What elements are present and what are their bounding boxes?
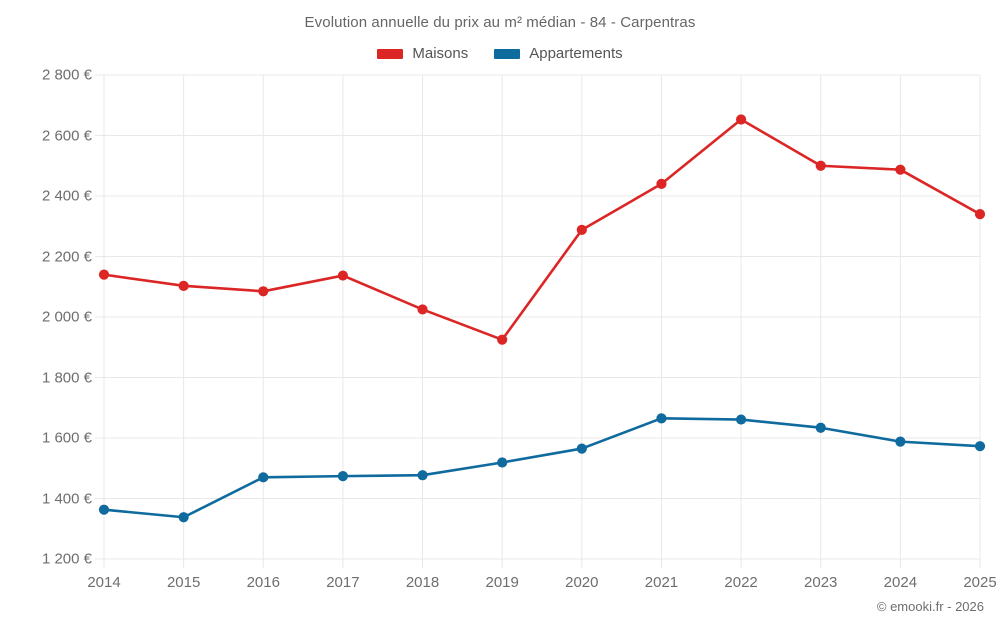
chart-legend: Maisons Appartements [0, 44, 1000, 64]
data-point[interactable] [895, 164, 906, 175]
data-point[interactable] [337, 471, 349, 482]
series-appartements [98, 413, 986, 523]
x-axis-tick-label: 2025 [963, 574, 997, 591]
data-point[interactable] [337, 270, 349, 281]
x-axis-tick-label: 2014 [87, 574, 121, 591]
x-axis-tick-label: 2023 [804, 574, 838, 591]
y-axis-tick-label: 2 400 € [41, 187, 92, 205]
legend-swatch-appartements [494, 49, 521, 59]
y-axis-tick-label: 2 800 € [41, 66, 92, 84]
x-axis-tick-label: 2019 [485, 574, 519, 591]
data-point[interactable] [497, 457, 508, 468]
chart-title: Evolution annuelle du prix au m² médian … [304, 14, 696, 31]
data-point[interactable] [98, 269, 110, 280]
x-axis-tick-label: 2020 [565, 574, 599, 591]
data-point[interactable] [576, 443, 587, 454]
x-axis-tick-label: 2018 [405, 574, 440, 591]
legend-label-maisons: Maisons [412, 45, 469, 62]
y-axis-tick-label: 1 400 € [41, 490, 92, 507]
data-point[interactable] [258, 286, 269, 297]
data-point[interactable] [815, 422, 826, 433]
x-axis-tick-label: 2024 [883, 574, 918, 591]
x-axis-tick-label: 2015 [166, 574, 201, 591]
legend-item-maisons[interactable]: Maisons [377, 44, 468, 64]
series-line-appartements [102, 417, 982, 519]
y-axis-tick-label: 1 200 € [41, 550, 92, 568]
data-point[interactable] [735, 414, 747, 425]
series-maisons [98, 114, 986, 345]
y-axis-tick-label: 2 200 € [41, 248, 92, 265]
y-axis-tick-label: 2 600 € [41, 127, 92, 144]
gridlines [95, 74, 981, 568]
data-point[interactable] [178, 280, 189, 291]
x-axis-tick-label: 2017 [326, 574, 360, 591]
legend-swatch-maisons [377, 49, 404, 59]
y-axis-labels: 1 200 € 1 400 € 1 600 € 1 800 € 2 000 € 2 200… [0, 0, 92, 625]
x-axis-tick-label: 2016 [246, 574, 280, 591]
x-axis-tick-label: 2021 [644, 574, 679, 591]
data-point[interactable] [974, 441, 986, 452]
data-point[interactable] [417, 304, 428, 315]
data-point[interactable] [258, 472, 269, 483]
data-point[interactable] [974, 209, 986, 220]
y-axis-tick-label: 1 600 € [41, 429, 92, 447]
y-axis-tick-label: 2 000 € [41, 308, 92, 326]
chart-credit: © emooki.fr - 2026 [876, 599, 984, 614]
data-point[interactable] [497, 334, 508, 345]
data-point[interactable] [178, 512, 189, 523]
data-point[interactable] [735, 114, 747, 125]
x-axis-tick-label: 2022 [724, 574, 758, 591]
data-point[interactable] [656, 413, 667, 424]
series-line-maisons [102, 118, 982, 341]
data-point[interactable] [895, 436, 906, 447]
data-point[interactable] [98, 504, 110, 515]
data-point[interactable] [576, 224, 587, 235]
data-point[interactable] [656, 178, 667, 189]
data-point[interactable] [417, 470, 428, 481]
legend-label-appartements: Appartements [529, 45, 623, 62]
data-point[interactable] [815, 160, 826, 171]
y-axis-tick-label: 1 800 € [41, 369, 92, 386]
legend-item-appartements[interactable]: Appartements [494, 44, 623, 64]
